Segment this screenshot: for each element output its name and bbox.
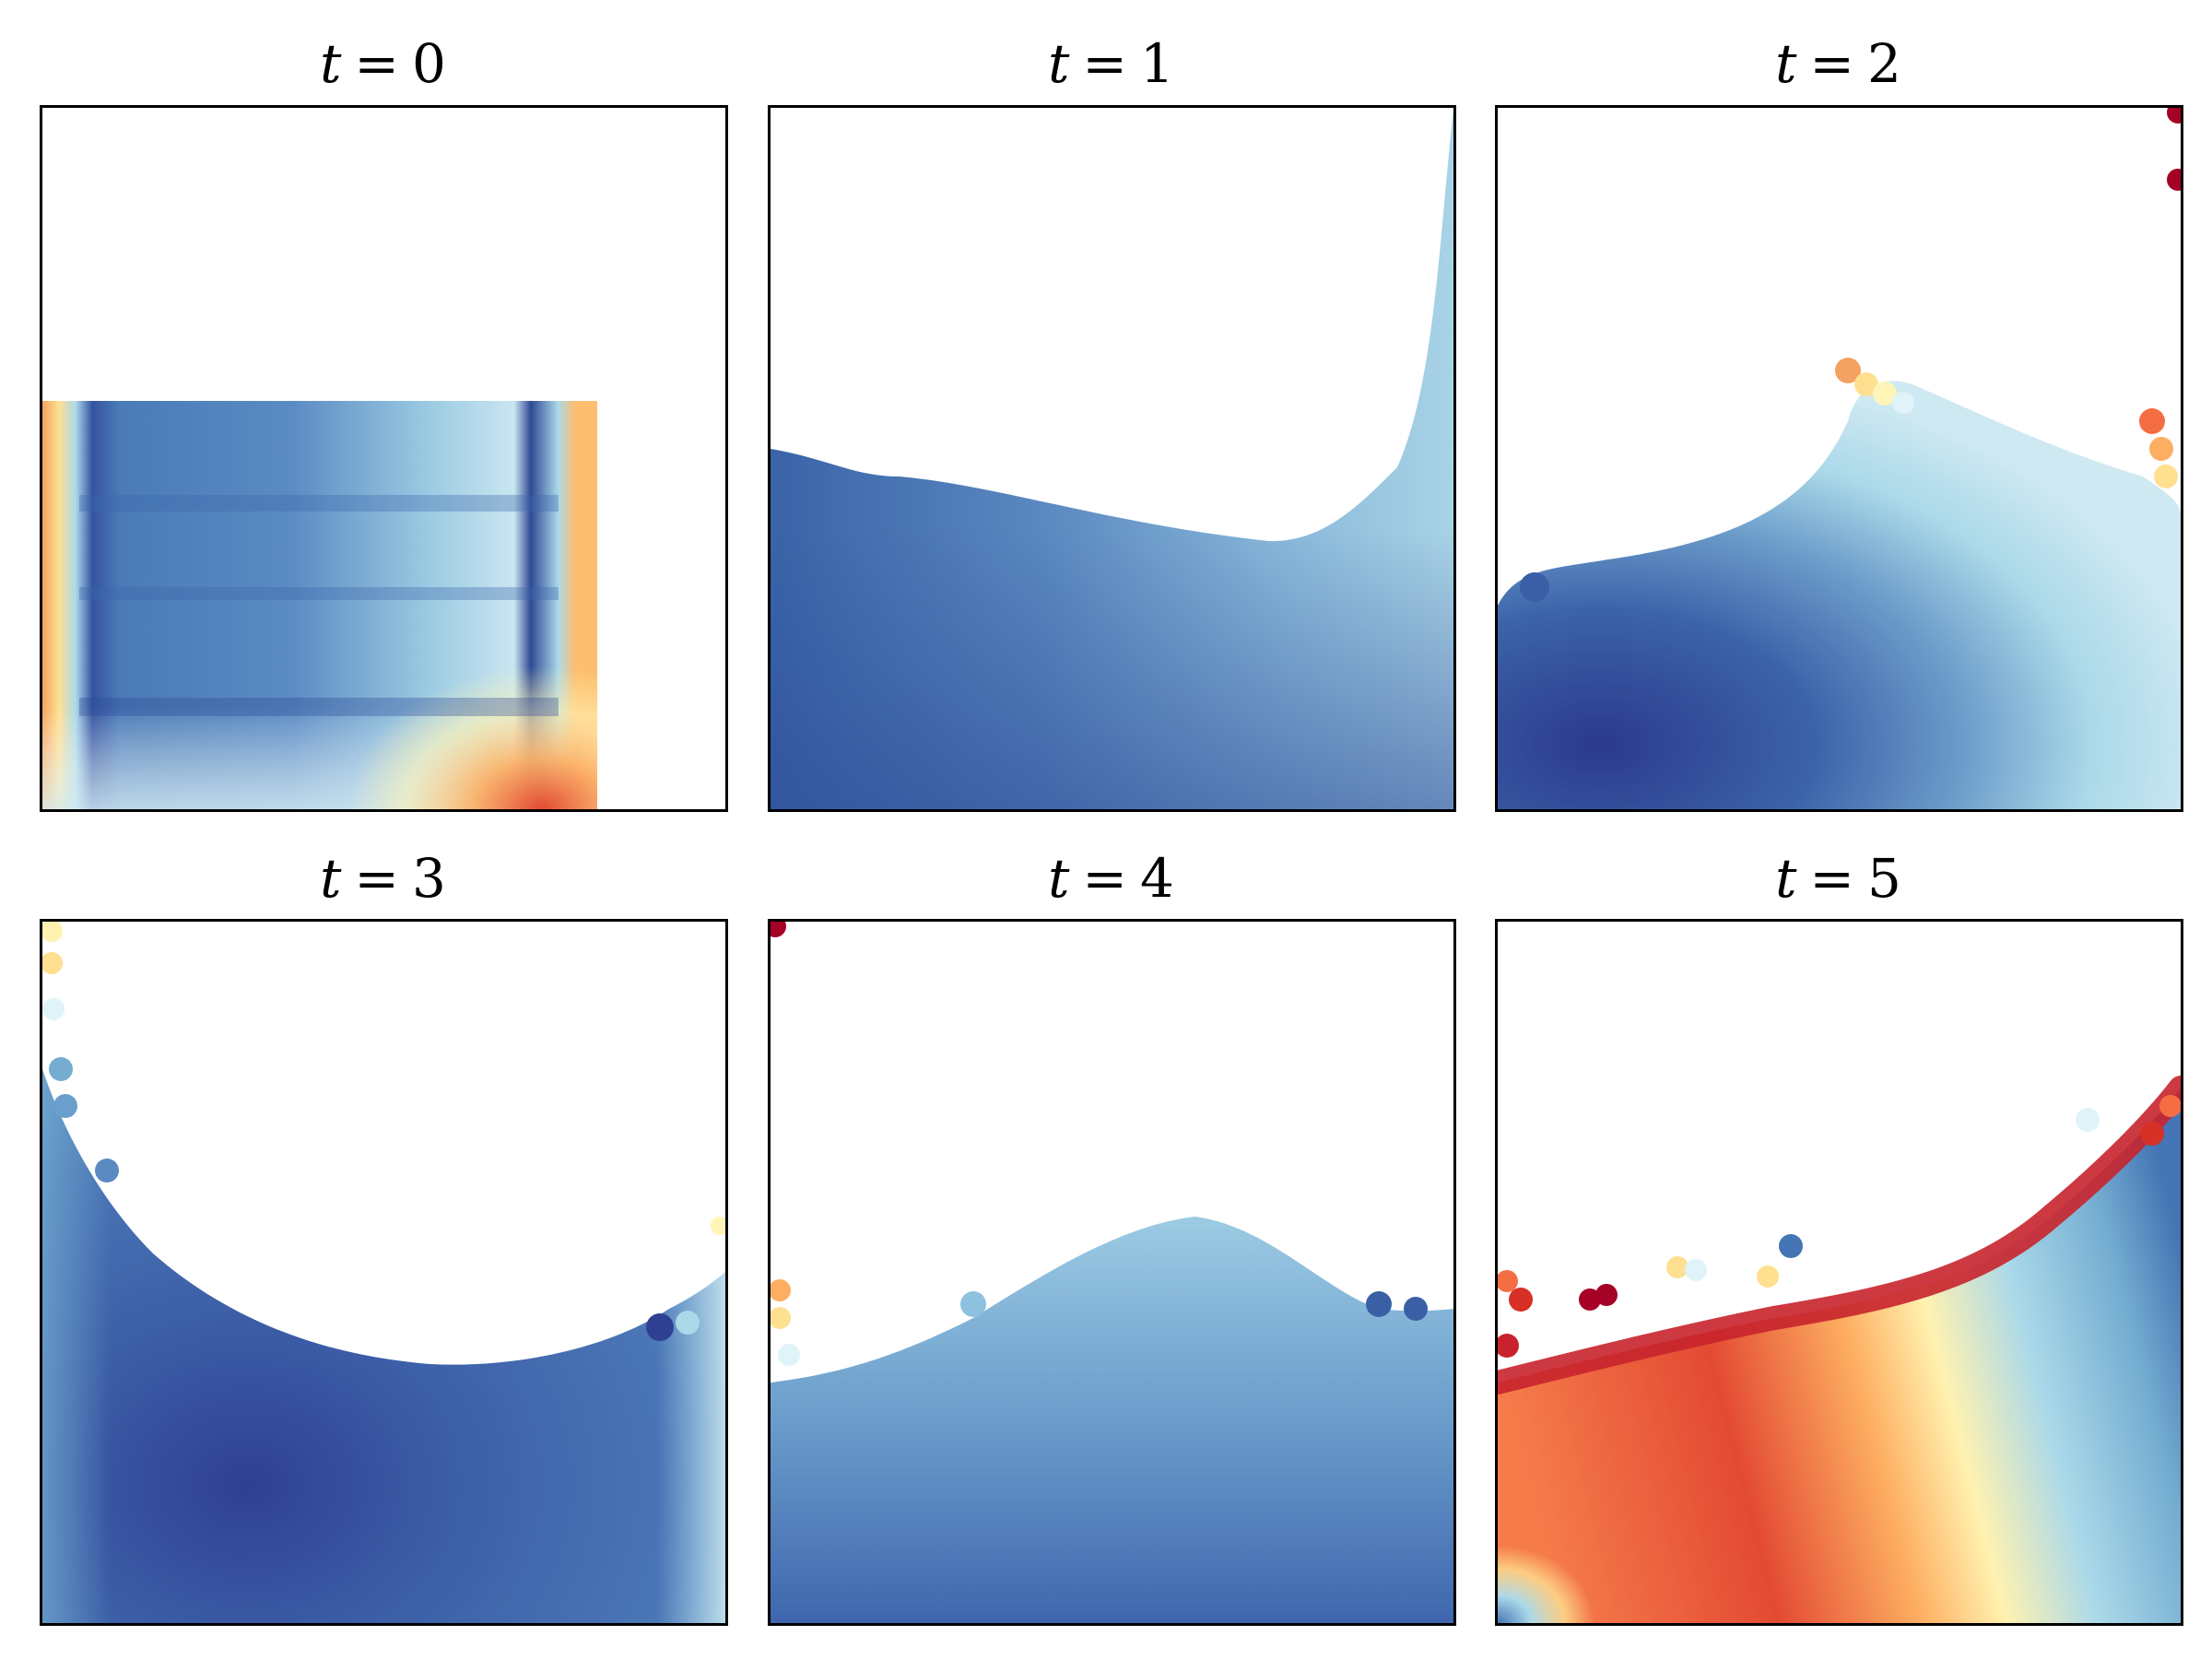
- panel-title-t3: t = 3: [40, 852, 726, 905]
- surface-band: [1498, 1076, 2181, 1394]
- splash-particles: [771, 922, 1428, 1366]
- panel-t3: [40, 919, 728, 1626]
- title-variable: t: [320, 32, 342, 95]
- title-value: 5: [1867, 847, 1901, 910]
- title-equals: =: [1082, 847, 1127, 910]
- splash-particles: [42, 922, 725, 1341]
- plot-area-t5: [1498, 1076, 2181, 1623]
- plot-area-t2: [1498, 108, 2181, 809]
- panel-t1: [768, 105, 1456, 812]
- panel-t2: [1495, 105, 2183, 812]
- panel-t4: [768, 919, 1456, 1626]
- title-value: 0: [412, 32, 446, 95]
- plot-area-t4: [771, 922, 1453, 1623]
- title-variable: t: [1775, 847, 1797, 910]
- title-variable: t: [1775, 32, 1797, 95]
- title-variable: t: [1048, 32, 1070, 95]
- plot-area-t0: [42, 401, 597, 809]
- title-value: 4: [1140, 847, 1174, 910]
- panel-t0: [40, 105, 728, 812]
- panel-title-t0: t = 0: [40, 37, 726, 90]
- title-equals: =: [1809, 32, 1854, 95]
- pressure-hotspot: [42, 401, 597, 809]
- crest-particles: [1520, 108, 2181, 602]
- plot-area-t3: [42, 922, 725, 1623]
- fluid-body: [1498, 381, 2181, 809]
- title-value: 1: [1140, 32, 1174, 95]
- title-equals: =: [354, 32, 399, 95]
- title-value: 2: [1867, 32, 1901, 95]
- particle-bands: [79, 495, 559, 716]
- title-equals: =: [354, 847, 399, 910]
- panel-title-t4: t = 4: [768, 852, 1454, 905]
- title-variable: t: [320, 847, 342, 910]
- panel-title-t5: t = 5: [1495, 852, 2182, 905]
- panel-t5: [1495, 919, 2183, 1626]
- panel-title-t2: t = 2: [1495, 37, 2182, 90]
- fluid-edge-shade: [42, 1069, 725, 1623]
- title-variable: t: [1048, 847, 1070, 910]
- title-equals: =: [1082, 32, 1127, 95]
- title-equals: =: [1809, 847, 1854, 910]
- fluid-corner-shade: [1498, 1401, 1774, 1623]
- splash-particles: [1498, 1095, 2181, 1358]
- title-value: 3: [412, 847, 446, 910]
- panel-title-t1: t = 1: [768, 37, 1454, 90]
- fluid-shade: [771, 108, 1453, 809]
- fluid-body: [771, 1217, 1453, 1623]
- plot-area-t1: [771, 108, 1453, 809]
